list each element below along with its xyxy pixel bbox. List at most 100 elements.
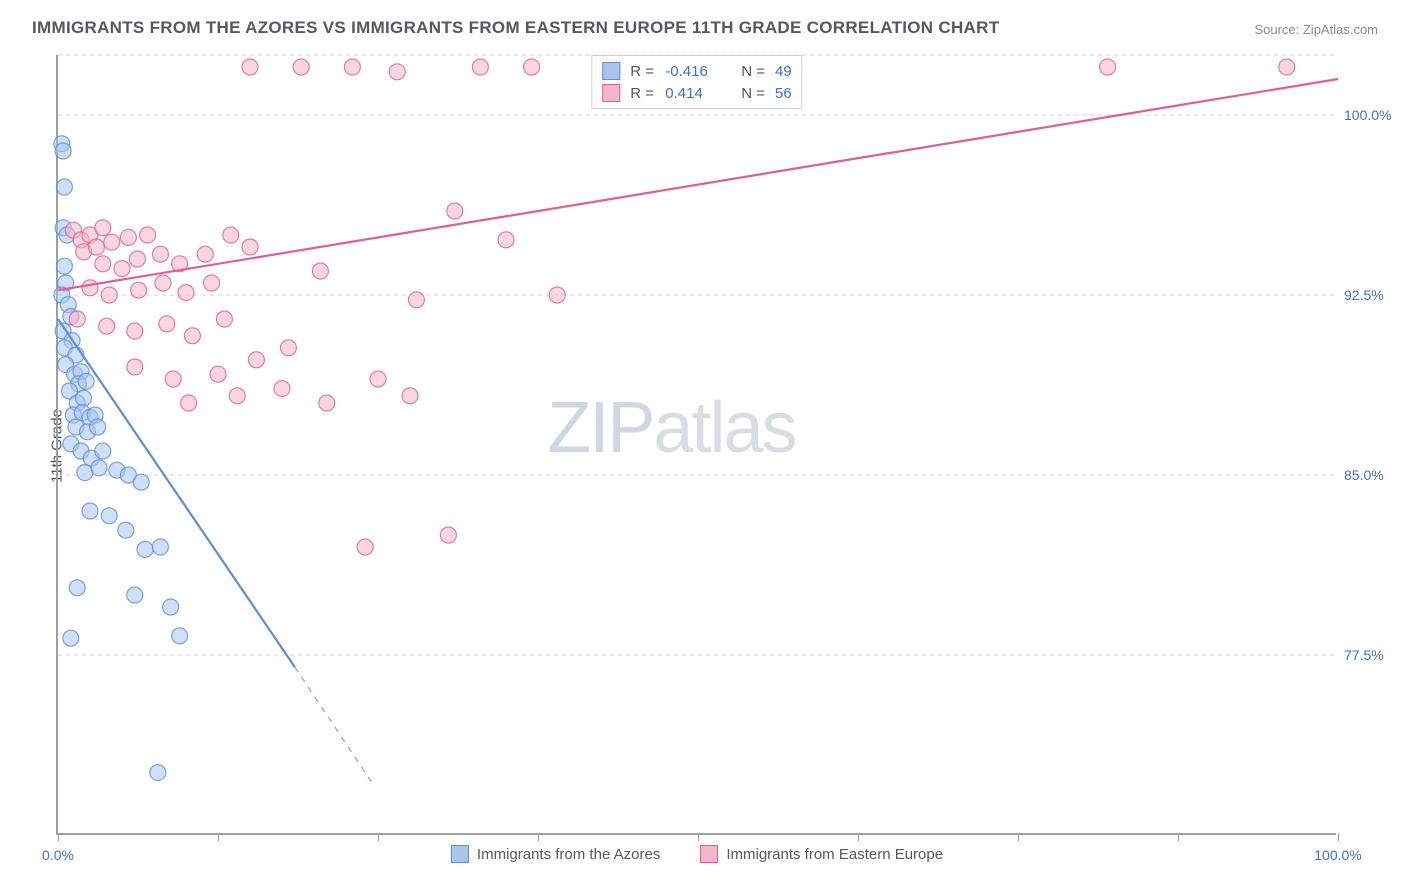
- y-tick-label: 100.0%: [1344, 107, 1404, 123]
- legend-swatch-eeurope-b: [700, 845, 718, 863]
- data-point: [76, 390, 92, 406]
- data-point: [137, 541, 153, 557]
- data-point: [389, 64, 405, 80]
- data-point: [293, 59, 309, 75]
- data-point: [402, 388, 418, 404]
- r-label: R =: [630, 85, 655, 102]
- data-point: [1100, 59, 1116, 75]
- legend-swatch-azores-b: [451, 845, 469, 863]
- data-point: [1279, 59, 1295, 75]
- data-point: [95, 220, 111, 236]
- x-tick: [1338, 833, 1339, 841]
- chart-title: IMMIGRANTS FROM THE AZORES VS IMMIGRANTS…: [32, 18, 999, 38]
- legend-row-2: R = 0.414 N = 56: [602, 82, 791, 104]
- data-point: [357, 539, 373, 555]
- data-point: [524, 59, 540, 75]
- data-point: [88, 239, 104, 255]
- data-point: [104, 234, 120, 250]
- data-point: [447, 203, 463, 219]
- x-tick: [58, 833, 59, 841]
- legend-correlation: R = -0.416 N = 49 R = 0.414 N = 56: [591, 55, 802, 109]
- data-point: [90, 419, 106, 435]
- data-point: [127, 359, 143, 375]
- data-point: [63, 630, 79, 646]
- data-point: [344, 59, 360, 75]
- data-point: [274, 381, 290, 397]
- data-point: [95, 443, 111, 459]
- trend-line-azores-dashed: [295, 667, 372, 782]
- data-point: [159, 316, 175, 332]
- r-label: R =: [630, 63, 655, 80]
- y-tick-label: 77.5%: [1344, 647, 1404, 663]
- data-point: [118, 522, 134, 538]
- data-point: [78, 373, 94, 389]
- data-point: [163, 599, 179, 615]
- data-point: [549, 287, 565, 303]
- legend-row-1: R = -0.416 N = 49: [602, 60, 791, 82]
- r-value-1: -0.416: [665, 63, 725, 80]
- data-point: [204, 275, 220, 291]
- x-tick: [1178, 833, 1179, 841]
- data-point: [69, 311, 85, 327]
- data-point: [152, 539, 168, 555]
- legend-swatch-eeurope: [602, 84, 620, 102]
- data-point: [155, 275, 171, 291]
- data-point: [82, 280, 98, 296]
- source-label: Source: ZipAtlas.com: [1254, 22, 1378, 37]
- legend-label-eeurope: Immigrants from Eastern Europe: [726, 846, 943, 863]
- data-point: [242, 239, 258, 255]
- data-point: [472, 59, 488, 75]
- x-tick-label: 100.0%: [1314, 847, 1361, 863]
- data-point: [69, 580, 85, 596]
- data-point: [95, 256, 111, 272]
- n-label: N =: [741, 63, 765, 80]
- trend-line-eeurope: [58, 79, 1338, 290]
- y-tick-label: 85.0%: [1344, 467, 1404, 483]
- data-point: [172, 628, 188, 644]
- data-point: [82, 503, 98, 519]
- data-point: [114, 261, 130, 277]
- x-tick: [378, 833, 379, 841]
- legend-label-azores: Immigrants from the Azores: [477, 846, 660, 863]
- data-point: [440, 527, 456, 543]
- legend-swatch-azores: [602, 62, 620, 80]
- data-point: [312, 263, 328, 279]
- data-point: [127, 587, 143, 603]
- data-point: [229, 388, 245, 404]
- data-point: [56, 258, 72, 274]
- x-tick: [1018, 833, 1019, 841]
- x-tick-label: 0.0%: [42, 847, 74, 863]
- data-point: [210, 366, 226, 382]
- data-point: [99, 318, 115, 334]
- data-point: [498, 232, 514, 248]
- r-value-2: 0.414: [665, 85, 725, 102]
- data-point: [150, 765, 166, 781]
- n-label: N =: [741, 85, 765, 102]
- data-point: [152, 246, 168, 262]
- data-point: [319, 395, 335, 411]
- data-point: [129, 251, 145, 267]
- data-point: [133, 474, 149, 490]
- data-point: [131, 282, 147, 298]
- legend-item-azores: Immigrants from the Azores: [451, 845, 660, 863]
- data-point: [181, 395, 197, 411]
- x-tick: [698, 833, 699, 841]
- data-point: [216, 311, 232, 327]
- data-point: [370, 371, 386, 387]
- data-point: [140, 227, 156, 243]
- n-value-2: 56: [775, 85, 792, 102]
- data-point: [280, 340, 296, 356]
- data-point: [56, 179, 72, 195]
- y-tick-label: 92.5%: [1344, 287, 1404, 303]
- n-value-1: 49: [775, 63, 792, 80]
- data-point: [197, 246, 213, 262]
- data-point: [91, 460, 107, 476]
- legend-item-eeurope: Immigrants from Eastern Europe: [700, 845, 943, 863]
- data-point: [408, 292, 424, 308]
- plot-area: ZIPatlas R = -0.416 N = 49 R = 0.414 N =…: [56, 55, 1336, 835]
- data-point: [127, 323, 143, 339]
- data-point: [248, 352, 264, 368]
- data-point: [101, 508, 117, 524]
- data-point: [242, 59, 258, 75]
- x-tick: [218, 833, 219, 841]
